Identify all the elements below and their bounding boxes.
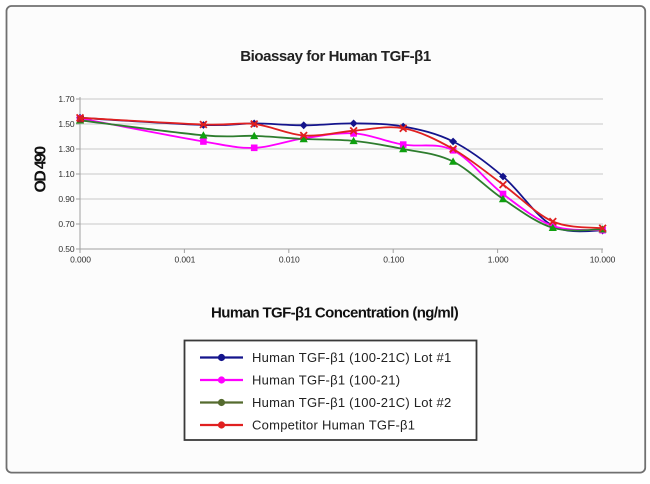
svg-text:1.70: 1.70	[58, 94, 75, 104]
svg-text:0.100: 0.100	[383, 255, 404, 265]
svg-text:Competitor Human TGF-β1: Competitor Human TGF-β1	[252, 418, 415, 433]
svg-text:1.000: 1.000	[488, 255, 509, 265]
svg-text:0.000: 0.000	[70, 255, 91, 265]
svg-text:OD 490: OD 490	[33, 146, 50, 193]
svg-text:1.10: 1.10	[58, 169, 75, 179]
svg-text:Human TGF-β1 Concentration (ng: Human TGF-β1 Concentration (ng/ml)	[211, 305, 459, 322]
svg-text:1.30: 1.30	[58, 144, 75, 154]
svg-text:0.50: 0.50	[58, 244, 75, 254]
svg-text:0.90: 0.90	[58, 194, 75, 204]
svg-text:Bioassay for Human TGF-β1: Bioassay for Human TGF-β1	[240, 48, 431, 65]
svg-text:0.001: 0.001	[175, 255, 196, 265]
svg-text:Human TGF-β1 (100-21): Human TGF-β1 (100-21)	[252, 373, 400, 388]
svg-text:0.70: 0.70	[58, 219, 75, 229]
svg-text:Human TGF-β1 (100-21C) Lot #2: Human TGF-β1 (100-21C) Lot #2	[252, 395, 451, 410]
svg-text:Human TGF-β1 (100-21C) Lot #1: Human TGF-β1 (100-21C) Lot #1	[252, 350, 451, 365]
svg-text:10.000: 10.000	[590, 255, 616, 265]
svg-text:1.50: 1.50	[58, 119, 75, 129]
svg-text:0.010: 0.010	[279, 255, 300, 265]
